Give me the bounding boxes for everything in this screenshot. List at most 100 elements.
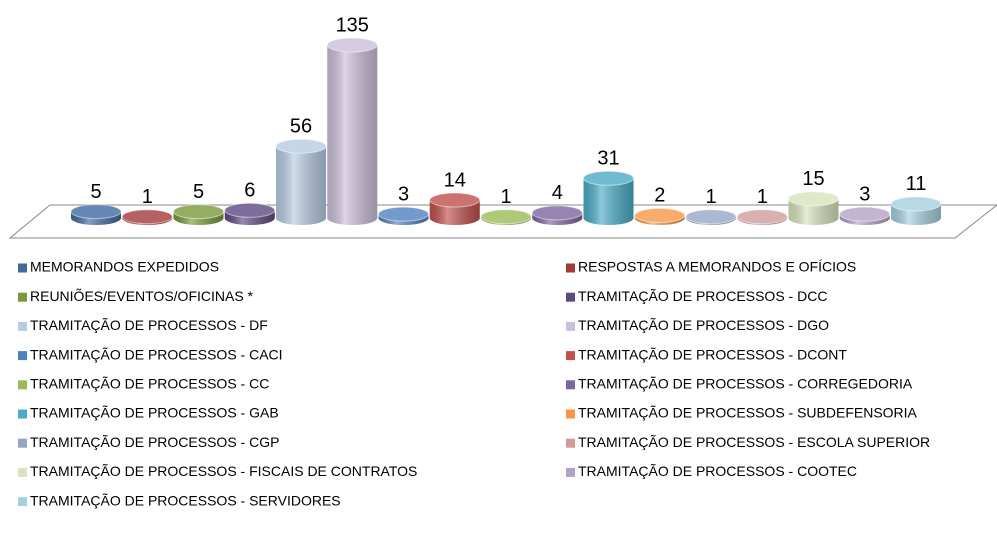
legend-swatch: [566, 438, 575, 448]
bar-top-shade: [71, 204, 121, 219]
cylinder: [480, 209, 532, 225]
bar-top-shade: [224, 203, 275, 218]
value-label: 4: [552, 182, 563, 204]
value-label: 3: [859, 183, 870, 205]
legend-label: RESPOSTAS A MEMORANDOS E OFÍCIOS: [578, 259, 856, 275]
bar-top-shade: [276, 139, 326, 154]
bar-top: [685, 209, 737, 225]
legend-label: TRAMITAÇÃO DE PROCESSOS - CACI: [30, 346, 283, 362]
bar-top: [429, 192, 481, 208]
bar-top: [839, 206, 891, 222]
bar-shade: [276, 146, 326, 225]
cylinder: [275, 138, 327, 225]
legend-label: REUNIÕES/EVENTOS/OFICINAS *: [30, 288, 254, 304]
bar-top: [480, 209, 532, 225]
legend-swatch: [18, 380, 27, 390]
cylinder: [121, 209, 173, 226]
bar-top: [531, 205, 583, 221]
cylinder: [70, 204, 122, 225]
floor: [8, 204, 997, 239]
cylinder: [583, 170, 634, 226]
legend-swatch: [566, 292, 575, 302]
cylinder: [685, 209, 737, 225]
cylinder: [890, 196, 942, 225]
bar-top-shade: [327, 38, 378, 52]
value-label: 5: [90, 181, 101, 203]
legend-label: TRAMITAÇÃO DE PROCESSOS - CGP: [30, 434, 279, 450]
bar-top-shade: [788, 191, 839, 206]
value-label: 5: [193, 181, 204, 203]
legend-swatch: [18, 292, 27, 302]
value-label: 14: [444, 169, 466, 191]
bar-shade: [583, 178, 634, 226]
legend-swatch: [18, 351, 27, 361]
bar-top: [634, 207, 686, 223]
bar-top: [326, 37, 378, 53]
legend-label: TRAMITAÇÃO DE PROCESSOS - CORREGEDORIA: [578, 376, 913, 392]
cylinder: [531, 205, 583, 226]
legend-swatch: [18, 263, 27, 273]
bar-shade: [327, 45, 378, 225]
bar-top-shade: [634, 208, 685, 223]
legend-label: TRAMITAÇÃO DE PROCESSOS - CC: [30, 376, 269, 392]
bar-top-shade: [122, 209, 173, 224]
cylinder: [736, 209, 788, 226]
legend-label: MEMORANDOS EXPEDIDOS: [30, 259, 219, 275]
cylinder: [224, 202, 276, 226]
legend-swatch: [566, 321, 575, 331]
bar-top: [890, 196, 942, 212]
bar-top-shade: [891, 196, 941, 211]
value-label: 1: [500, 186, 511, 208]
cylinder: [634, 207, 686, 226]
legend-swatch: [18, 409, 27, 419]
value-label: 15: [802, 168, 824, 190]
value-label: 2: [654, 185, 665, 207]
legend-label: TRAMITAÇÃO DE PROCESSOS - COOTEC: [578, 463, 857, 479]
bar-top-shade: [378, 207, 429, 222]
bar-top-shade: [737, 209, 788, 224]
bar-top: [70, 204, 122, 220]
legend-swatch: [566, 380, 575, 390]
bar-top-shade: [686, 209, 736, 224]
legend-swatch: [18, 438, 27, 448]
legend-swatch: [18, 497, 27, 507]
bar-top-shade: [839, 207, 890, 222]
cylinder: [173, 204, 224, 225]
legend-label: TRAMITAÇÃO DE PROCESSOS - DF: [30, 317, 268, 333]
legend-label: TRAMITAÇÃO DE PROCESSOS - ESCOLA SUPERIO…: [578, 434, 930, 450]
value-label: 11: [906, 173, 927, 195]
value-label: 31: [597, 148, 619, 170]
bar-top: [224, 202, 276, 218]
legend-swatch: [566, 351, 575, 361]
legend-label: TRAMITAÇÃO DE PROCESSOS - FISCAIS DE CON…: [30, 463, 417, 479]
legend-swatch: [18, 467, 27, 477]
legend-label: TRAMITAÇÃO DE PROCESSOS - DGO: [578, 317, 829, 333]
legend-label: TRAMITAÇÃO DE PROCESSOS - GAB: [30, 405, 279, 421]
value-label: 56: [290, 116, 312, 138]
value-label: 3: [398, 183, 409, 205]
legend-label: TRAMITAÇÃO DE PROCESSOS - DCONT: [578, 346, 847, 362]
bar-top: [788, 191, 839, 207]
bar-top: [173, 204, 224, 220]
legend-swatch: [18, 321, 27, 331]
legend-swatch: [566, 467, 575, 477]
cylinder: [429, 192, 481, 225]
cylinder: [788, 191, 839, 226]
bar-top-shade: [481, 209, 531, 224]
cylinder: [839, 206, 891, 226]
bar-top-shade: [583, 171, 634, 186]
cylinder: [326, 37, 378, 225]
legend-swatch: [566, 409, 575, 419]
value-label: 1: [757, 186, 768, 208]
legend-swatch: [566, 263, 575, 273]
bar-top: [275, 138, 327, 154]
value-label: 6: [244, 180, 255, 202]
bar-top: [736, 209, 788, 225]
value-label: 135: [336, 14, 369, 36]
legend-label: TRAMITAÇÃO DE PROCESSOS - DCC: [578, 288, 827, 304]
bar-top-shade: [429, 193, 480, 208]
value-label: 1: [705, 186, 716, 208]
bar-top: [121, 209, 173, 225]
bar-top: [583, 170, 634, 186]
